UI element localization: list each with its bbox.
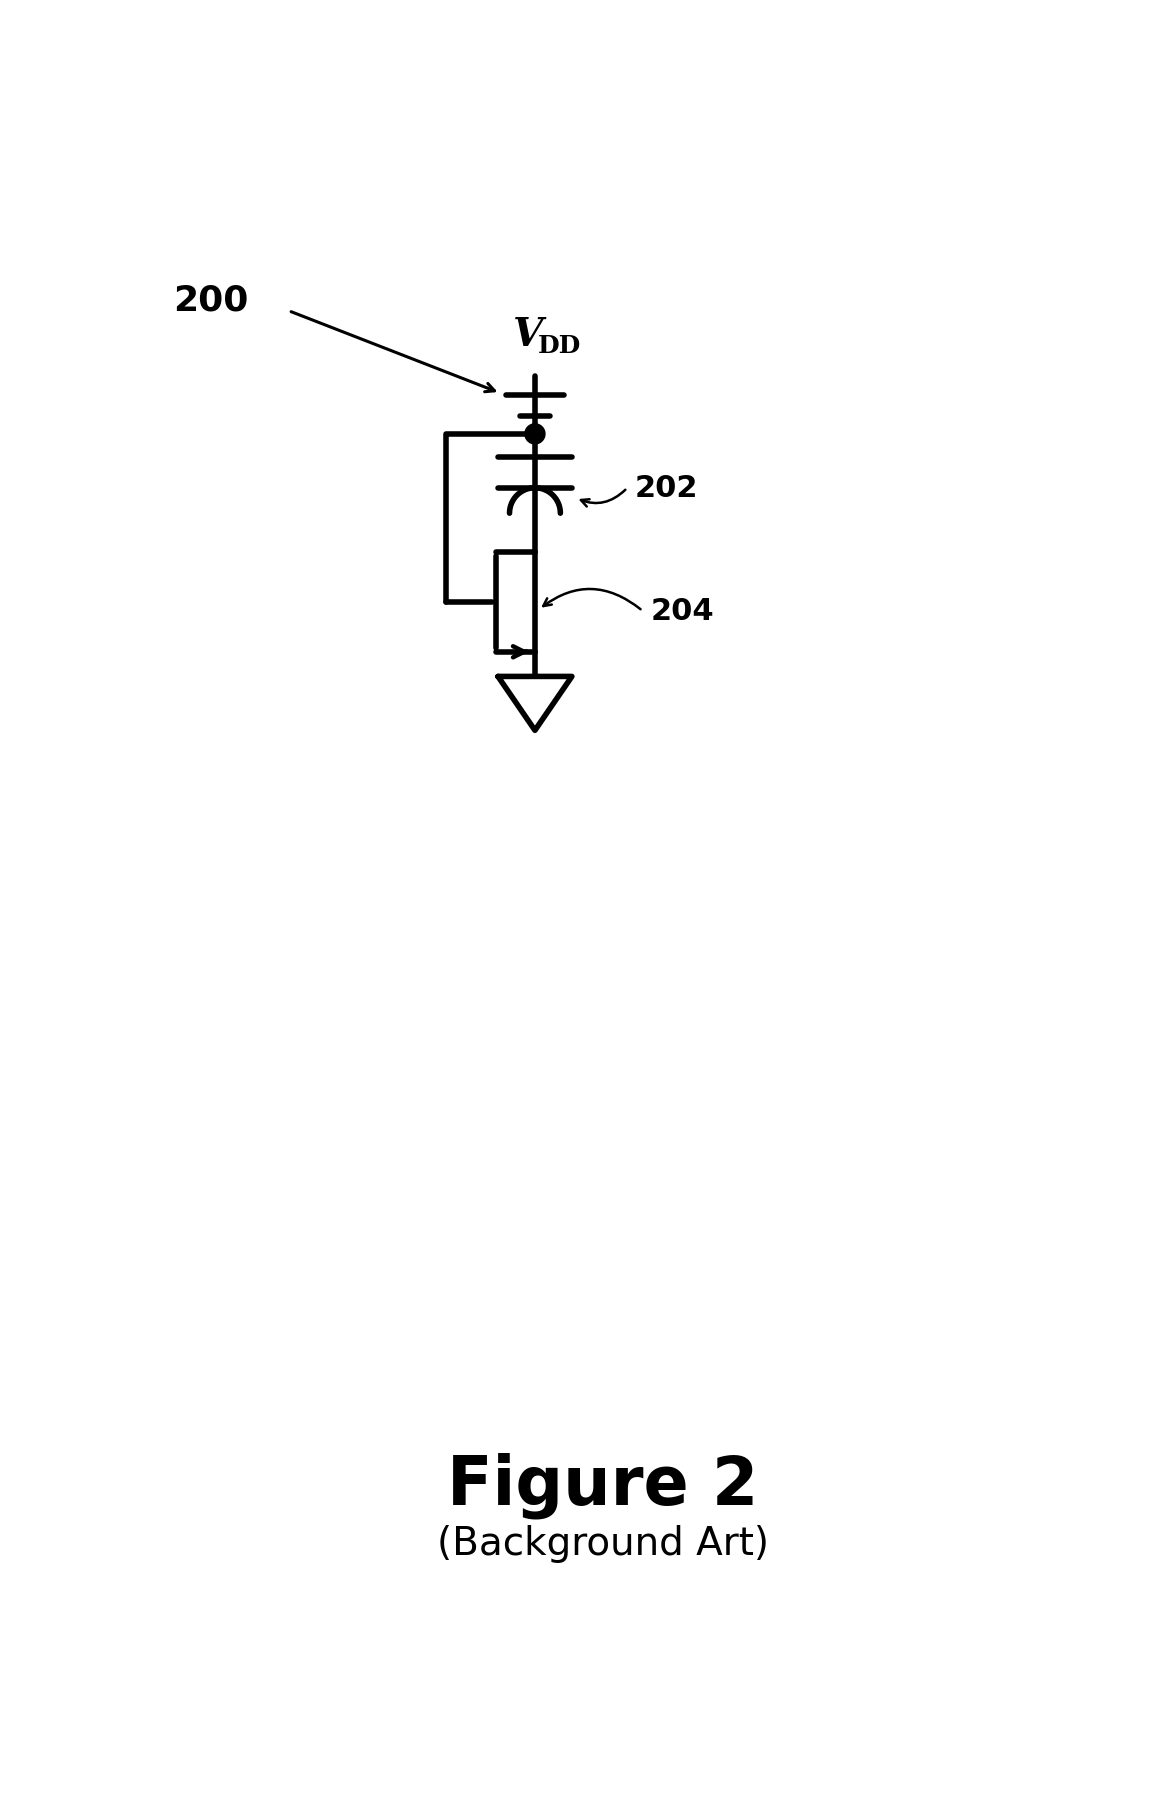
Text: (Background Art): (Background Art) (436, 1523, 769, 1561)
Text: Figure 2: Figure 2 (447, 1451, 759, 1518)
Text: V: V (514, 316, 543, 354)
Text: 200: 200 (173, 284, 248, 316)
Text: DD: DD (537, 334, 581, 358)
Circle shape (524, 425, 544, 445)
Text: 204: 204 (650, 596, 714, 625)
Text: 202: 202 (635, 473, 699, 502)
